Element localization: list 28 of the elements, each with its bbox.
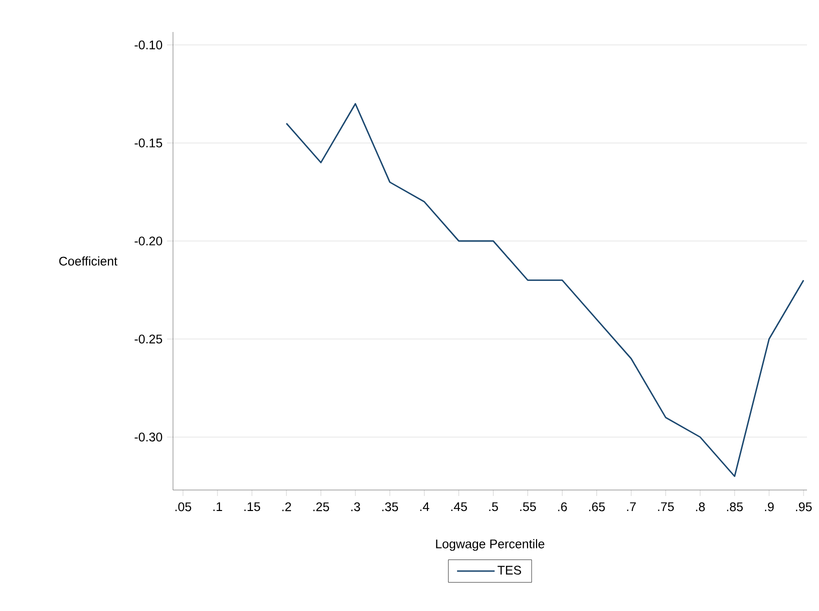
x-axis-title: Logwage Percentile [436, 539, 544, 551]
x-tick-label: .75 [658, 502, 674, 512]
x-tick-label: .2 [282, 502, 292, 512]
x-tick-label: .35 [382, 502, 398, 512]
legend-label: TES [498, 566, 522, 575]
x-tick-label: .65 [589, 502, 605, 512]
x-tick-label: .8 [696, 502, 705, 512]
y-axis-title: Coefficient [59, 256, 118, 266]
x-tick-label: .4 [420, 502, 430, 511]
x-tick-label: .05 [175, 502, 192, 512]
x-tick-label: .7 [627, 502, 636, 511]
y-tick-label: -0.10 [134, 40, 162, 50]
x-tick-label: .55 [520, 502, 536, 512]
x-tick-label: .3 [351, 502, 360, 512]
x-tick-label: .5 [489, 502, 498, 512]
x-tick-label: .85 [727, 502, 743, 512]
x-tick-label: .95 [796, 502, 812, 512]
y-tick-label: -0.20 [134, 236, 162, 246]
y-tick-label: -0.25 [134, 334, 162, 344]
x-tick-label: .25 [313, 502, 330, 512]
y-tick-label: -0.15 [134, 138, 162, 148]
x-tick-label: .9 [765, 502, 774, 512]
x-tick-label: .1 [213, 502, 222, 511]
x-tick-label: .15 [244, 502, 260, 512]
y-tick-label: -0.30 [134, 432, 162, 442]
x-tick-label: .6 [558, 502, 567, 512]
x-tick-label: .45 [451, 502, 467, 512]
line-series [286, 103, 804, 477]
